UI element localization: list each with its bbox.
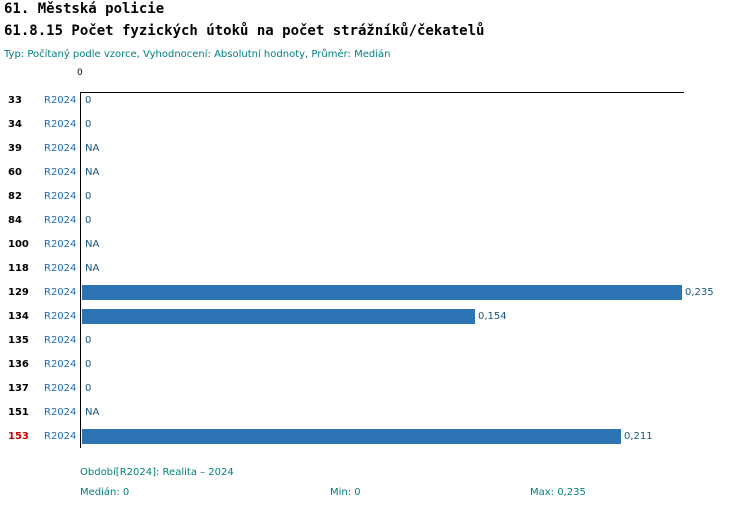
category-label: 60 bbox=[8, 166, 22, 178]
value-bar bbox=[82, 284, 682, 300]
value-label: NA bbox=[85, 142, 100, 154]
series-label: R2024 bbox=[44, 358, 77, 370]
chart-row: 151 R2024 NA bbox=[0, 400, 750, 424]
chart-row: 118 R2024 NA bbox=[0, 256, 750, 280]
category-label: 82 bbox=[8, 190, 22, 202]
series-label: R2024 bbox=[44, 334, 77, 346]
value-label: 0 bbox=[85, 382, 92, 394]
series-label: R2024 bbox=[44, 382, 77, 394]
category-label: 151 bbox=[8, 406, 29, 418]
chart-row: 135 R2024 0 bbox=[0, 328, 750, 352]
series-label: R2024 bbox=[44, 310, 77, 322]
series-label: R2024 bbox=[44, 166, 77, 178]
chart-row: 137 R2024 0 bbox=[0, 376, 750, 400]
category-label: 134 bbox=[8, 310, 29, 322]
row-plot: 0 bbox=[81, 119, 750, 130]
chart-rows: 33 R2024 0 34 R2024 0 39 R2024 NA 60 R2024 NA 82 R202… bbox=[0, 88, 750, 448]
series-label: R2024 bbox=[44, 286, 77, 298]
category-label: 33 bbox=[8, 94, 22, 106]
row-plot: NA bbox=[81, 167, 750, 178]
series-label: R2024 bbox=[44, 262, 77, 274]
chart-row: 136 R2024 0 bbox=[0, 352, 750, 376]
chart-row: 129 R2024 0,235 bbox=[0, 280, 750, 304]
footer-median: Medián: 0 bbox=[80, 487, 130, 498]
row-plot: 0 bbox=[81, 215, 750, 226]
value-label: 0,211 bbox=[624, 430, 653, 442]
y-axis-line bbox=[80, 92, 81, 448]
page-title: 61. Městská policie bbox=[4, 1, 165, 17]
row-plot: 0 bbox=[81, 191, 750, 202]
row-plot: NA bbox=[81, 263, 750, 274]
value-label: 0,235 bbox=[685, 286, 714, 298]
value-label: 0 bbox=[85, 214, 92, 226]
row-plot: NA bbox=[81, 143, 750, 154]
category-label: 135 bbox=[8, 334, 29, 346]
value-label: 0 bbox=[85, 334, 92, 346]
category-label: 136 bbox=[8, 358, 29, 370]
row-plot: 0 bbox=[81, 335, 750, 346]
row-plot: 0 bbox=[81, 359, 750, 370]
chart-row: 39 R2024 NA bbox=[0, 136, 750, 160]
row-plot: 0,154 bbox=[81, 308, 750, 324]
value-label: 0 bbox=[85, 94, 92, 106]
series-label: R2024 bbox=[44, 238, 77, 250]
chart-subtitle: 61.8.15 Počet fyzických útoků na počet s… bbox=[4, 23, 485, 39]
series-label: R2024 bbox=[44, 94, 77, 106]
row-plot: 0,235 bbox=[81, 284, 750, 300]
category-label: 84 bbox=[8, 214, 22, 226]
chart-row: 34 R2024 0 bbox=[0, 112, 750, 136]
value-label: 0 bbox=[85, 118, 92, 130]
value-label: NA bbox=[85, 238, 100, 250]
chart-row: 84 R2024 0 bbox=[0, 208, 750, 232]
category-label: 39 bbox=[8, 142, 22, 154]
chart-row: 60 R2024 NA bbox=[0, 160, 750, 184]
row-plot: 0 bbox=[81, 383, 750, 394]
value-label: NA bbox=[85, 166, 100, 178]
category-label: 153 bbox=[8, 430, 29, 442]
category-label: 137 bbox=[8, 382, 29, 394]
value-bar bbox=[82, 308, 475, 324]
series-label: R2024 bbox=[44, 142, 77, 154]
footer-max: Max: 0,235 bbox=[530, 487, 586, 498]
series-label: R2024 bbox=[44, 406, 77, 418]
chart-row: 82 R2024 0 bbox=[0, 184, 750, 208]
value-label: 0 bbox=[85, 358, 92, 370]
footer-min: Min: 0 bbox=[330, 487, 361, 498]
series-label: R2024 bbox=[44, 430, 77, 442]
chart-row: 153 R2024 0,211 bbox=[0, 424, 750, 448]
row-plot: 0 bbox=[81, 95, 750, 106]
value-label: NA bbox=[85, 406, 100, 418]
row-plot: NA bbox=[81, 239, 750, 250]
category-label: 34 bbox=[8, 118, 22, 130]
row-plot: NA bbox=[81, 407, 750, 418]
footer-period: Období[R2024]: Realita – 2024 bbox=[80, 467, 234, 478]
value-label: NA bbox=[85, 262, 100, 274]
chart-row: 134 R2024 0,154 bbox=[0, 304, 750, 328]
x-axis-tick-label: 0 bbox=[77, 68, 83, 78]
category-label: 118 bbox=[8, 262, 29, 274]
series-label: R2024 bbox=[44, 214, 77, 226]
x-axis-line bbox=[80, 92, 684, 93]
category-label: 100 bbox=[8, 238, 29, 250]
chart-meta-line: Typ: Počítaný podle vzorce, Vyhodnocení:… bbox=[4, 49, 391, 60]
chart-row: 100 R2024 NA bbox=[0, 232, 750, 256]
chart-row: 33 R2024 0 bbox=[0, 88, 750, 112]
value-label: 0 bbox=[85, 190, 92, 202]
category-label: 129 bbox=[8, 286, 29, 298]
value-label: 0,154 bbox=[478, 310, 507, 322]
value-bar bbox=[82, 428, 621, 444]
row-plot: 0,211 bbox=[81, 428, 750, 444]
series-label: R2024 bbox=[44, 190, 77, 202]
series-label: R2024 bbox=[44, 118, 77, 130]
